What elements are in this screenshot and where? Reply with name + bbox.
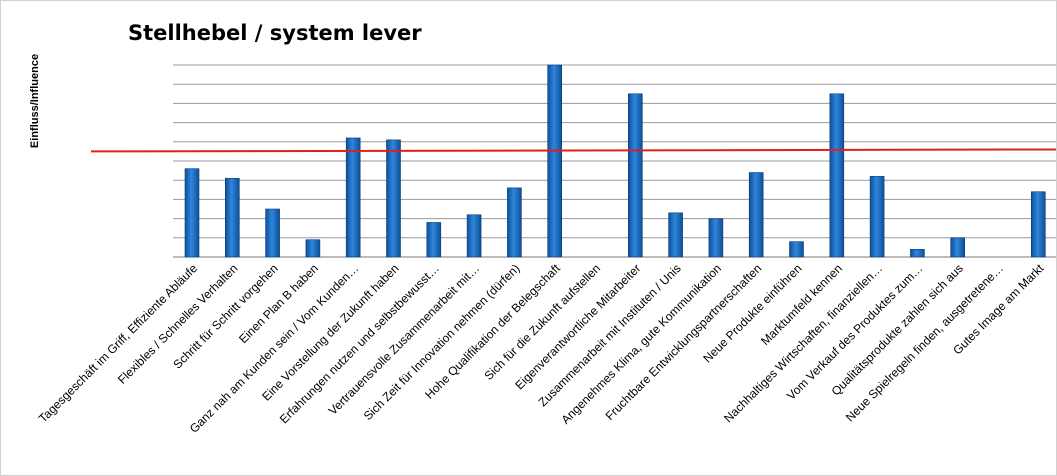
bar: [1031, 191, 1046, 258]
bar: [748, 172, 764, 258]
bar: [265, 208, 280, 258]
bar: [789, 241, 804, 258]
bar: [184, 168, 200, 258]
bar: [869, 176, 885, 258]
bar-series: [184, 64, 1046, 258]
bar: [668, 212, 683, 258]
x-tick-label: Tagesgeschäft im Griff, Effiziente Abläu…: [36, 261, 201, 426]
bar: [426, 222, 442, 258]
bar: [627, 93, 643, 258]
bar: [466, 214, 482, 258]
bar: [386, 139, 401, 258]
reference-line-group: [90, 148, 1056, 153]
chart-title: Stellhebel / system lever: [128, 21, 422, 45]
gridlines: [173, 64, 1056, 258]
bar: [225, 177, 240, 258]
bar: [345, 137, 361, 258]
bar: [305, 239, 321, 258]
x-tick-labels: Tagesgeschäft im Griff, Effiziente Abläu…: [36, 261, 1047, 436]
bar: [507, 187, 522, 258]
bar: [910, 249, 925, 258]
bar: [950, 237, 966, 258]
reference-line: [90, 148, 1056, 153]
x-tick-label: Vertrauensvolle Zusammenarbeit mit…: [326, 261, 483, 418]
bar: [708, 218, 724, 258]
bar: [547, 64, 563, 258]
bar: [829, 93, 845, 258]
x-tick-label: Zusammenarbeit mit Instituten / Unis: [536, 261, 684, 409]
